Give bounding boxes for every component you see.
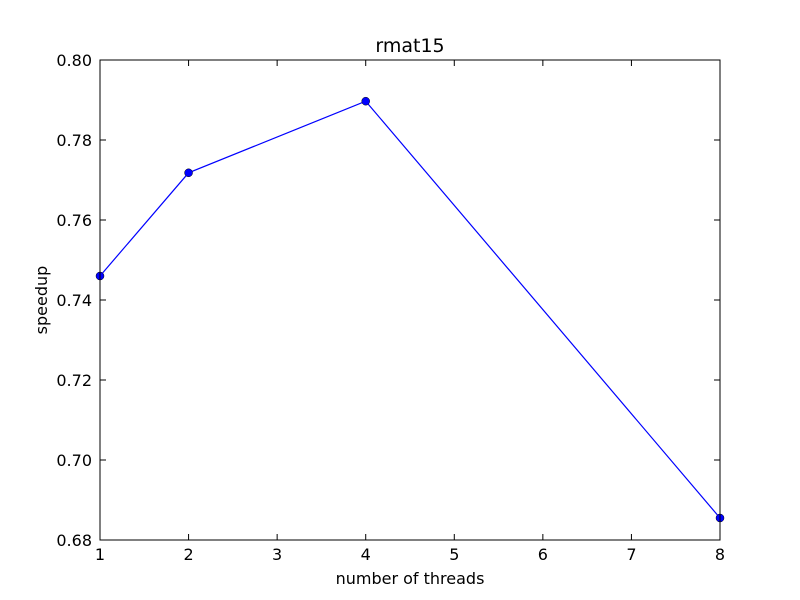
ticks-layer: 1 2 3 4 5 6 7 8 0.68 0.70 0.72 0.74 0.76 0.78 0.80 — [56, 51, 725, 564]
data-point — [184, 168, 193, 178]
x-tick-label: 4 — [361, 545, 371, 564]
plot-frame — [99, 59, 721, 541]
x-tick-label: 7 — [626, 545, 636, 564]
x-tick-label: 3 — [272, 545, 282, 564]
x-tick-label: 5 — [449, 545, 459, 564]
y-tick-label: 0.76 — [56, 211, 92, 230]
y-tick-label: 0.80 — [56, 51, 92, 70]
x-tick-label: 6 — [538, 545, 548, 564]
x-tick-label: 1 — [95, 545, 105, 564]
x-tick-label: 2 — [183, 545, 193, 564]
y-tick-label: 0.68 — [56, 531, 92, 550]
y-axis-label: speedup — [32, 266, 51, 335]
y-tick-label: 0.70 — [56, 451, 92, 470]
marks-layer — [95, 96, 725, 523]
data-point — [361, 96, 370, 106]
series-line-0 — [99, 100, 721, 519]
chart-title: rmat15 — [375, 35, 444, 57]
y-tick-label: 0.78 — [56, 131, 92, 150]
x-axis-label: number of threads — [336, 569, 485, 588]
y-tick-label: 0.72 — [56, 371, 92, 390]
x-tick-label: 8 — [715, 545, 725, 564]
y-tick-label: 0.74 — [56, 291, 92, 310]
